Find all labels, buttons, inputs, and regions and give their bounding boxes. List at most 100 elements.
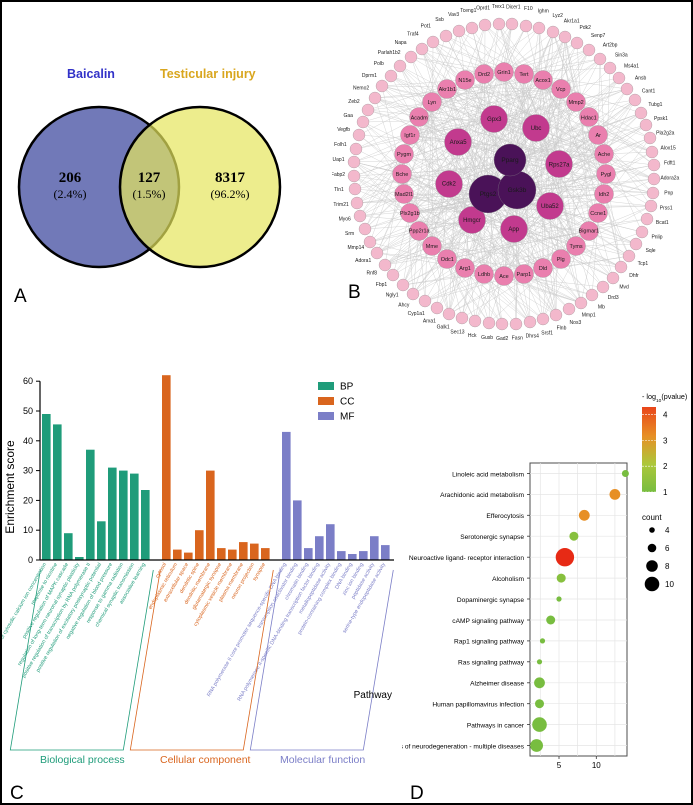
- svg-text:Prss1: Prss1: [660, 206, 673, 212]
- svg-text:Pygm: Pygm: [397, 152, 411, 158]
- svg-text:- log10(pvalue): - log10(pvalue): [642, 392, 687, 404]
- svg-text:Vcp: Vcp: [556, 87, 565, 93]
- svg-text:Alzheimer disease: Alzheimer disease: [470, 681, 524, 688]
- svg-text:Senp7: Senp7: [591, 33, 606, 39]
- svg-text:Vav3: Vav3: [448, 12, 459, 18]
- svg-text:Ighm: Ighm: [538, 9, 549, 15]
- svg-text:D: D: [410, 783, 424, 804]
- svg-text:Rnf8: Rnf8: [367, 270, 378, 276]
- svg-text:Arxa1: Arxa1: [423, 318, 436, 324]
- svg-text:Alcoholism: Alcoholism: [492, 576, 524, 583]
- svg-text:Molecular function: Molecular function: [280, 754, 365, 766]
- svg-text:Plx2g1b: Plx2g1b: [400, 211, 420, 217]
- svg-text:Linoleic acid metabolism: Linoleic acid metabolism: [452, 471, 524, 478]
- svg-text:Nos3: Nos3: [570, 320, 582, 326]
- svg-text:Cdk2: Cdk2: [442, 182, 457, 188]
- svg-text:MF: MF: [340, 412, 354, 423]
- svg-text:Srsf1: Srsf1: [541, 330, 553, 336]
- svg-text:Dhrs4: Dhrs4: [526, 334, 540, 340]
- svg-text:Ar: Ar: [595, 133, 601, 139]
- svg-text:Myo6: Myo6: [339, 217, 351, 223]
- svg-text:Tln1: Tln1: [334, 187, 344, 193]
- svg-text:Alox15: Alox15: [661, 145, 677, 151]
- svg-text:Art2bp: Art2bp: [603, 42, 618, 48]
- svg-text:Parp1: Parp1: [517, 272, 532, 278]
- svg-text:Uba52: Uba52: [541, 204, 559, 210]
- svg-text:Mb: Mb: [598, 304, 605, 310]
- svg-text:Baicalin: Baicalin: [67, 67, 115, 81]
- svg-text:Human papillomavirus infection: Human papillomavirus infection: [432, 702, 524, 709]
- svg-text:Fdft1: Fdft1: [664, 160, 676, 166]
- svg-text:Sec13: Sec13: [450, 329, 464, 335]
- svg-text:Akr1a1: Akr1a1: [564, 19, 580, 25]
- svg-text:Cant1: Cant1: [642, 89, 656, 95]
- svg-text:Gaa: Gaa: [343, 113, 353, 119]
- svg-text:N15e: N15e: [458, 78, 471, 84]
- svg-text:Tert: Tert: [519, 72, 529, 78]
- svg-text:Pygl: Pygl: [601, 172, 612, 178]
- svg-text:Zeb2: Zeb2: [348, 99, 360, 105]
- svg-text:Galk1: Galk1: [437, 325, 450, 331]
- svg-text:Dicer1: Dicer1: [506, 4, 521, 10]
- svg-text:Tubg1: Tubg1: [648, 102, 662, 108]
- svg-text:Parlah1b2: Parlah1b2: [378, 50, 401, 56]
- svg-text:40: 40: [23, 436, 33, 446]
- svg-text:Oprd1: Oprd1: [476, 5, 490, 11]
- svg-text:Fasn: Fasn: [512, 336, 523, 342]
- svg-text:Pla2g2a: Pla2g2a: [656, 131, 675, 137]
- svg-text:Dopaminergic synapse: Dopaminergic synapse: [457, 597, 524, 604]
- svg-text:3: 3: [663, 437, 668, 446]
- svg-text:Pathways of neurodegeneration: Pathways of neurodegeneration - multiple…: [402, 743, 525, 750]
- svg-text:Ccne1: Ccne1: [590, 211, 606, 217]
- svg-text:6: 6: [665, 544, 670, 553]
- svg-text:127: 127: [138, 170, 161, 186]
- svg-text:Bche: Bche: [396, 172, 409, 178]
- svg-text:Odc1: Odc1: [441, 257, 454, 263]
- svg-text:Srm: Srm: [345, 231, 354, 237]
- svg-text:Cellular component: Cellular component: [160, 754, 251, 766]
- svg-text:Ahcy: Ahcy: [398, 302, 410, 308]
- svg-text:Lyz2: Lyz2: [553, 13, 564, 19]
- svg-text:Napa: Napa: [395, 40, 407, 46]
- svg-text:(2.4%): (2.4%): [54, 187, 87, 201]
- svg-text:Idh2: Idh2: [599, 192, 610, 198]
- svg-text:(1.5%): (1.5%): [133, 187, 166, 201]
- svg-text:Polb: Polb: [374, 61, 384, 67]
- svg-text:Uap1: Uap1: [333, 157, 345, 163]
- svg-text:10: 10: [665, 580, 674, 589]
- svg-text:Akr1b1: Akr1b1: [439, 87, 456, 93]
- svg-text:Pparg: Pparg: [501, 157, 519, 164]
- svg-text:A: A: [14, 286, 27, 307]
- svg-text:Sin3a: Sin3a: [615, 53, 628, 59]
- svg-text:Arg1: Arg1: [459, 266, 471, 272]
- svg-text:Ache: Ache: [598, 152, 611, 158]
- svg-text:50: 50: [23, 406, 33, 416]
- svg-text:Gpx3: Gpx3: [487, 117, 502, 123]
- svg-text:Flnb: Flnb: [557, 326, 567, 332]
- svg-text:Cyp1a1: Cyp1a1: [408, 311, 425, 317]
- svg-text:Pdk2: Pdk2: [579, 25, 591, 31]
- svg-text:5: 5: [557, 761, 562, 770]
- svg-text:4: 4: [663, 411, 668, 420]
- svg-text:Plg: Plg: [557, 257, 565, 263]
- svg-text:Ngly1: Ngly1: [386, 293, 399, 299]
- svg-text:Dprm1: Dprm1: [362, 73, 377, 79]
- svg-text:Hck: Hck: [468, 333, 477, 339]
- svg-text:Grin1: Grin1: [497, 70, 510, 76]
- svg-text:1: 1: [663, 488, 668, 497]
- svg-text:Tyms: Tyms: [570, 244, 583, 250]
- svg-text:Enrichment score: Enrichment score: [3, 440, 17, 534]
- svg-text:cAMP signaling pathway: cAMP signaling pathway: [452, 618, 524, 625]
- svg-text:Bcat1: Bcat1: [656, 220, 669, 226]
- svg-text:Ptgs2: Ptgs2: [480, 191, 497, 198]
- svg-text:Mvd: Mvd: [619, 285, 629, 291]
- svg-text:Rps27a: Rps27a: [549, 162, 570, 168]
- svg-text:Biological process: Biological process: [40, 754, 125, 766]
- svg-text:Folh1: Folh1: [334, 142, 347, 148]
- svg-text:Ace: Ace: [499, 274, 508, 280]
- svg-text:Adora1: Adora1: [355, 258, 371, 264]
- svg-text:Ubc: Ubc: [531, 126, 542, 132]
- svg-text:20: 20: [23, 495, 33, 505]
- svg-text:Mme: Mme: [426, 244, 438, 250]
- svg-text:Gsk3b: Gsk3b: [508, 187, 527, 194]
